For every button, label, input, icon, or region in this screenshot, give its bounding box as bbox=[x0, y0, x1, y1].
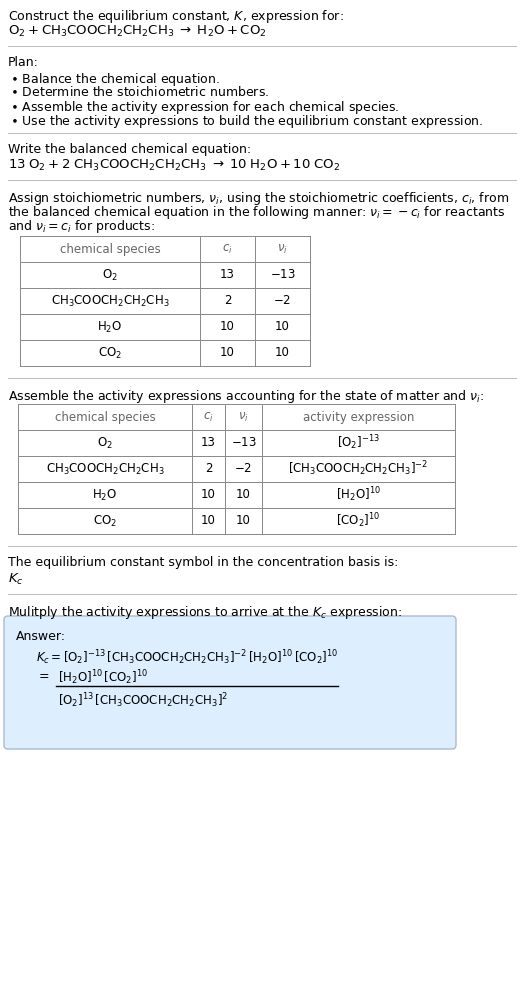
Text: Write the balanced chemical equation:: Write the balanced chemical equation: bbox=[8, 143, 251, 156]
Text: $c_i$: $c_i$ bbox=[203, 411, 214, 424]
Text: $\mathrm{CO_2}$: $\mathrm{CO_2}$ bbox=[93, 513, 117, 529]
Text: $=$: $=$ bbox=[36, 668, 50, 681]
Text: $\mathrm{H_2O}$: $\mathrm{H_2O}$ bbox=[92, 488, 117, 502]
Text: $\mathrm{O_2}$: $\mathrm{O_2}$ bbox=[102, 268, 118, 283]
Text: $c_i$: $c_i$ bbox=[222, 242, 233, 255]
Text: 13: 13 bbox=[220, 269, 235, 282]
Text: $\bullet$ Use the activity expressions to build the equilibrium constant express: $\bullet$ Use the activity expressions t… bbox=[10, 113, 483, 130]
Text: $\bullet$ Determine the stoichiometric numbers.: $\bullet$ Determine the stoichiometric n… bbox=[10, 85, 269, 99]
Text: chemical species: chemical species bbox=[60, 242, 160, 255]
Text: 10: 10 bbox=[275, 320, 290, 334]
Text: Assign stoichiometric numbers, $\nu_i$, using the stoichiometric coefficients, $: Assign stoichiometric numbers, $\nu_i$, … bbox=[8, 190, 509, 207]
Text: $\mathrm{CH_3COOCH_2CH_2CH_3}$: $\mathrm{CH_3COOCH_2CH_2CH_3}$ bbox=[46, 461, 165, 477]
Text: the balanced chemical equation in the following manner: $\nu_i = -c_i$ for react: the balanced chemical equation in the fo… bbox=[8, 204, 506, 221]
Text: $\mathrm{[O_2]^{-13}}$: $\mathrm{[O_2]^{-13}}$ bbox=[337, 433, 380, 452]
Text: activity expression: activity expression bbox=[303, 411, 414, 424]
Text: 2: 2 bbox=[224, 295, 231, 307]
Text: $\mathrm{[H_2O]^{10}}$: $\mathrm{[H_2O]^{10}}$ bbox=[336, 486, 381, 504]
Text: $-13$: $-13$ bbox=[269, 269, 296, 282]
Text: $-13$: $-13$ bbox=[231, 436, 256, 449]
Text: $\nu_i$: $\nu_i$ bbox=[238, 411, 249, 424]
Text: 10: 10 bbox=[201, 489, 216, 501]
Text: $\mathrm{[O_2]^{13}\,[CH_3COOCH_2CH_2CH_3]^2}$: $\mathrm{[O_2]^{13}\,[CH_3COOCH_2CH_2CH_… bbox=[58, 691, 228, 710]
Text: $\mathrm{[H_2O]^{10}\,[CO_2]^{10}}$: $\mathrm{[H_2O]^{10}\,[CO_2]^{10}}$ bbox=[58, 668, 148, 687]
Text: 10: 10 bbox=[236, 514, 251, 528]
Text: 10: 10 bbox=[201, 514, 216, 528]
Text: $\bullet$ Balance the chemical equation.: $\bullet$ Balance the chemical equation. bbox=[10, 71, 220, 88]
Text: The equilibrium constant symbol in the concentration basis is:: The equilibrium constant symbol in the c… bbox=[8, 556, 398, 569]
Text: 10: 10 bbox=[220, 320, 235, 334]
Text: $\mathrm{H_2O}$: $\mathrm{H_2O}$ bbox=[97, 319, 123, 335]
Text: $K_c$: $K_c$ bbox=[8, 572, 24, 587]
Text: $-2$: $-2$ bbox=[234, 463, 253, 476]
Text: $\mathrm{CH_3COOCH_2CH_2CH_3}$: $\mathrm{CH_3COOCH_2CH_2CH_3}$ bbox=[51, 294, 169, 308]
Text: chemical species: chemical species bbox=[54, 411, 156, 424]
Text: 10: 10 bbox=[220, 347, 235, 360]
Text: $\mathrm{O_2 + CH_3COOCH_2CH_2CH_3 \;\rightarrow\; H_2O + CO_2}$: $\mathrm{O_2 + CH_3COOCH_2CH_2CH_3 \;\ri… bbox=[8, 24, 267, 39]
Text: $\mathrm{O_2}$: $\mathrm{O_2}$ bbox=[97, 435, 113, 450]
Text: $\mathrm{[CO_2]^{10}}$: $\mathrm{[CO_2]^{10}}$ bbox=[336, 511, 380, 530]
Text: 2: 2 bbox=[205, 463, 212, 476]
Text: $\mathrm{CO_2}$: $\mathrm{CO_2}$ bbox=[98, 346, 122, 361]
FancyBboxPatch shape bbox=[4, 616, 456, 749]
Text: Plan:: Plan: bbox=[8, 56, 39, 69]
Text: $K_c = \mathrm{[O_2]^{-13}\,[CH_3COOCH_2CH_2CH_3]^{-2}\,[H_2O]^{10}\,[CO_2]^{10}: $K_c = \mathrm{[O_2]^{-13}\,[CH_3COOCH_2… bbox=[36, 648, 339, 667]
Text: and $\nu_i = c_i$ for products:: and $\nu_i = c_i$ for products: bbox=[8, 218, 155, 235]
Text: Construct the equilibrium constant, $K$, expression for:: Construct the equilibrium constant, $K$,… bbox=[8, 8, 344, 25]
Text: $\mathrm{13\;O_2 + 2\;CH_3COOCH_2CH_2CH_3 \;\rightarrow\; 10\;H_2O + 10\;CO_2}$: $\mathrm{13\;O_2 + 2\;CH_3COOCH_2CH_2CH_… bbox=[8, 158, 340, 173]
Text: 10: 10 bbox=[275, 347, 290, 360]
Text: Mulitply the activity expressions to arrive at the $K_c$ expression:: Mulitply the activity expressions to arr… bbox=[8, 604, 402, 621]
Text: Answer:: Answer: bbox=[16, 630, 66, 643]
Text: Assemble the activity expressions accounting for the state of matter and $\nu_i$: Assemble the activity expressions accoun… bbox=[8, 388, 484, 405]
Text: $-2$: $-2$ bbox=[274, 295, 292, 307]
Text: $\mathrm{[CH_3COOCH_2CH_2CH_3]^{-2}}$: $\mathrm{[CH_3COOCH_2CH_2CH_3]^{-2}}$ bbox=[288, 460, 429, 479]
Text: $\nu_i$: $\nu_i$ bbox=[277, 242, 288, 255]
Text: 13: 13 bbox=[201, 436, 216, 449]
Text: $\bullet$ Assemble the activity expression for each chemical species.: $\bullet$ Assemble the activity expressi… bbox=[10, 99, 399, 116]
Text: 10: 10 bbox=[236, 489, 251, 501]
